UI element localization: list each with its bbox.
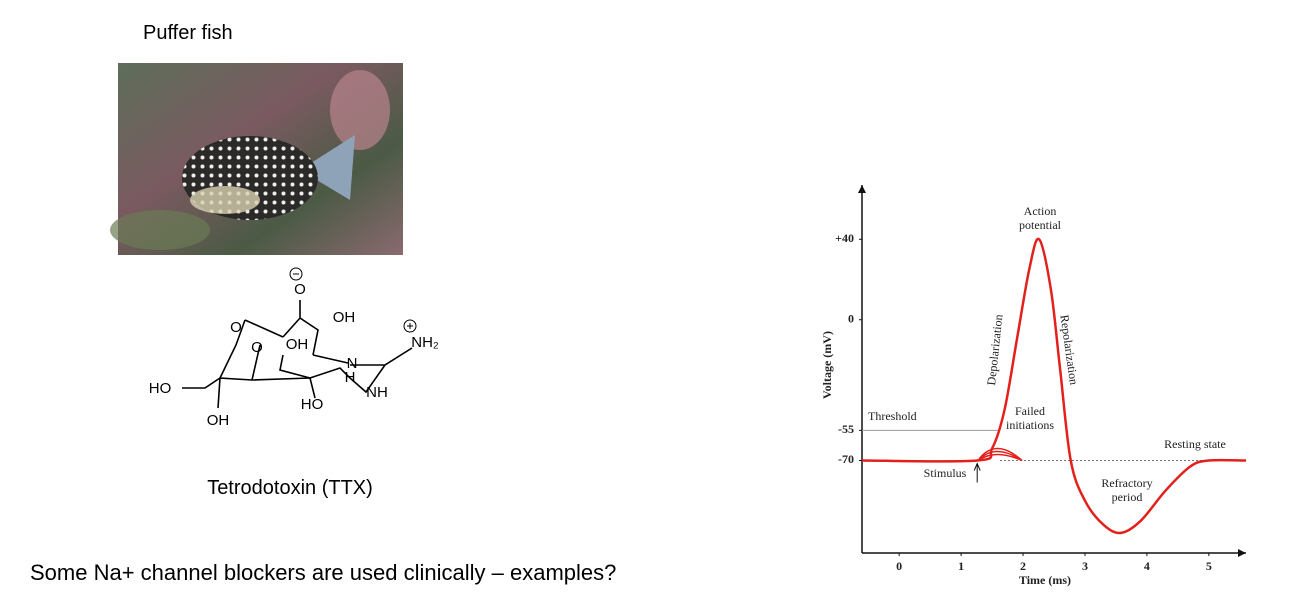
x-tick-label: 5 <box>1206 559 1212 573</box>
annotation: initiations <box>1006 418 1054 432</box>
atom-label: H <box>345 369 356 386</box>
atom-label: NH <box>366 384 388 401</box>
y-axis-arrow <box>858 185 866 193</box>
atom-label: HO <box>149 380 172 397</box>
annotation: Refractory <box>1101 476 1152 490</box>
x-tick-label: 3 <box>1082 559 1088 573</box>
action-potential-chart: +40 0 -55 -70 0 1 2 3 4 5 Time (ms) Voltage (mV) Act… <box>815 165 1250 603</box>
atom-label: OH <box>286 336 309 353</box>
x-axis-arrow <box>1238 549 1246 557</box>
atom-label: O <box>251 339 263 356</box>
fish-title: Puffer fish <box>143 22 233 44</box>
atom-label: NH₂ <box>411 334 439 351</box>
annotation: Threshold <box>868 409 917 423</box>
annotation: potential <box>1019 218 1062 232</box>
molecule-name: Tetrodotoxin (TTX) <box>207 477 373 499</box>
y-axis-title: Voltage (mV) <box>820 331 834 399</box>
annotation: period <box>1112 490 1143 504</box>
annotation: Stimulus <box>924 466 967 480</box>
atom-label: OH <box>207 412 230 429</box>
y-tick-label: +40 <box>835 231 854 245</box>
puffer-fish-photo <box>110 63 403 255</box>
stimulus-arrow <box>973 462 981 483</box>
ttx-structure <box>182 267 417 409</box>
x-tick-label: 0 <box>896 559 902 573</box>
x-tick-label: 1 <box>958 559 964 573</box>
question: Some Na+ channel blockers are used clini… <box>30 560 616 585</box>
x-tick-label: 2 <box>1020 559 1026 573</box>
x-tick-label: 4 <box>1144 559 1150 573</box>
annotation: Failed <box>1015 404 1045 418</box>
atom-label: HO <box>301 396 324 413</box>
y-tick-label: -55 <box>838 422 854 436</box>
y-tick-label: -70 <box>838 452 854 466</box>
atom-label: O <box>230 319 242 336</box>
atom-label: OH <box>333 309 356 326</box>
annotation: Action <box>1024 204 1057 218</box>
voltage-line <box>861 237 1247 535</box>
chart-background <box>815 165 1250 603</box>
annotation: Resting state <box>1164 437 1226 451</box>
y-tick-label: 0 <box>848 311 854 325</box>
failed-initiation <box>977 453 1023 462</box>
atom-label: N <box>347 355 358 372</box>
atom-label: O <box>294 281 306 298</box>
x-axis-title: Time (ms) <box>1019 573 1071 587</box>
